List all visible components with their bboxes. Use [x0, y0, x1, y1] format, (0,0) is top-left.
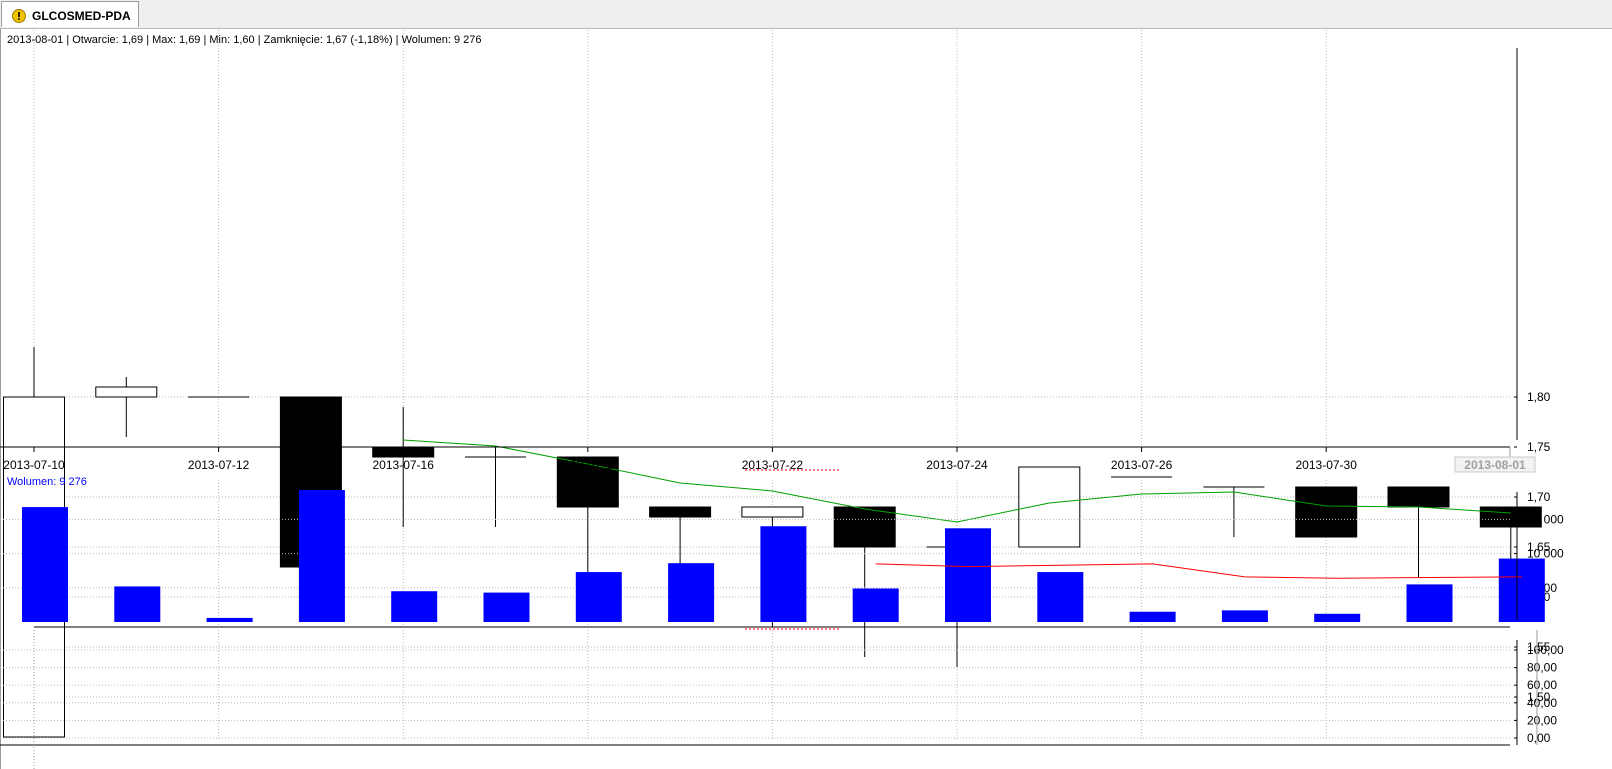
date-tick-label: 2013-07-16: [373, 458, 435, 472]
volume-tick-label: 15 000: [1527, 512, 1564, 526]
candle-body: [833, 506, 896, 548]
volume-bar: [206, 617, 253, 622]
osc-tick-label: 100,00: [1527, 643, 1564, 657]
volume-moving-average-line: [875, 563, 1522, 579]
candle-body: [1295, 486, 1358, 538]
ohlc-info-label: 2013-08-01 | Otwarcie: 1,69 | Max: 1,69 …: [7, 34, 482, 46]
price-tick-label: 1,65: [1527, 540, 1551, 554]
osc-tick-label: 40,00: [1527, 696, 1557, 710]
price-tick-label: 1,70: [1527, 490, 1551, 504]
candle-body: [649, 506, 712, 518]
osc-tick-label: 60,00: [1527, 678, 1557, 692]
tab-label: GLCOSMED-PDA: [32, 9, 131, 23]
candle-body: [1387, 486, 1450, 508]
volume-bar: [1037, 572, 1084, 622]
frame-border: [0, 28, 1, 769]
osc-tick-label: 20,00: [1527, 713, 1557, 727]
price-moving-average-line: [403, 439, 1511, 523]
warning-icon: [12, 9, 26, 23]
volume-bar: [760, 526, 807, 622]
volume-bar: [852, 588, 899, 622]
volume-bar: [1498, 558, 1545, 622]
date-highlight-label: 2013-08-01: [1464, 458, 1526, 472]
date-tick-label: 2013-07-30: [1296, 458, 1358, 472]
date-highlight-box: [1454, 456, 1536, 473]
date-tick-label: 2013-07-18: [557, 458, 619, 472]
price-tick-label: 1,50: [1527, 690, 1551, 704]
date-tick-label: 2013-07-26: [1111, 458, 1173, 472]
volume-bar: [391, 591, 438, 622]
date-tick-label: 2013-07-24: [926, 458, 988, 472]
volume-bar: [483, 592, 530, 622]
candle-body: [741, 506, 804, 518]
volume-info-label: Wolumen: 9 276: [7, 476, 87, 488]
price-tick-label: 1,75: [1527, 440, 1551, 454]
volume-bar: [22, 507, 68, 622]
volume-bar: [1406, 584, 1453, 622]
date-tick-label: 2013-07-10: [3, 458, 65, 472]
volume-bar: [114, 586, 161, 622]
date-tick-label: 2013-07-12: [188, 458, 250, 472]
price-tick-label: 1,80: [1527, 390, 1551, 404]
tab-glcosmed-pda[interactable]: GLCOSMED-PDA: [1, 1, 139, 27]
volume-bar: [1129, 611, 1176, 622]
volume-bar: [1221, 610, 1268, 622]
price-tick-label: 1,55: [1527, 640, 1551, 654]
osc-tick-label: 80,00: [1527, 661, 1557, 675]
volume-bar: [575, 572, 622, 622]
volume-bar: [1314, 613, 1361, 622]
tab-bar: GLCOSMED-PDA: [0, 0, 1612, 29]
volume-bar: [298, 490, 345, 622]
candle-body: [95, 386, 158, 398]
volume-bar: [945, 528, 991, 622]
volume-bar: [668, 563, 715, 622]
volume-tick-label: 10 000: [1527, 547, 1564, 561]
candle-body: [556, 456, 619, 508]
date-tick-label: 2013-07-22: [742, 458, 804, 472]
osc-tick-label: 0,00: [1527, 731, 1551, 745]
